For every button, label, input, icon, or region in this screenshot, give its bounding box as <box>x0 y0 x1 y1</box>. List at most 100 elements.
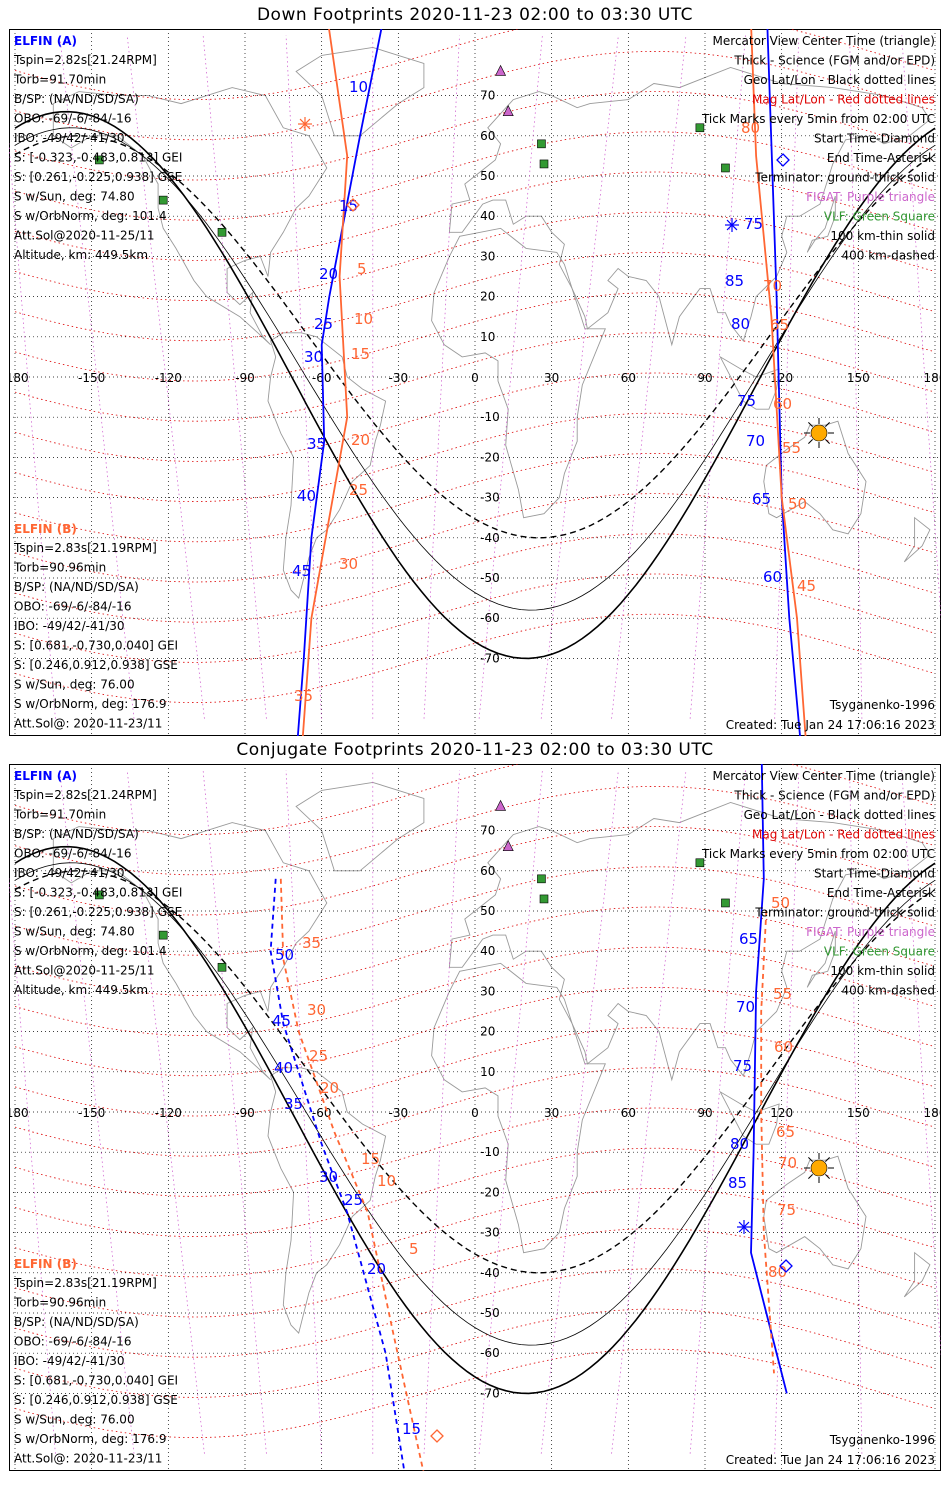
elfin-a-info-line: Torb=91.70min <box>13 808 106 822</box>
track-tick-label: 50 <box>275 946 294 964</box>
track-tick-label: 75 <box>744 215 763 233</box>
end-time-asterisk <box>726 219 738 231</box>
mag-meridian-line <box>202 35 267 719</box>
lat-tick-label: -50 <box>480 1306 500 1320</box>
mag-meridian-line <box>9 140 56 719</box>
vlf-station-icon <box>537 139 546 149</box>
orbit-track-b <box>279 878 425 1471</box>
elfin-a-info-line: S: [0.261,-0.225,0.938] GSE <box>14 905 182 919</box>
legend-line: 100 km-thin solid <box>830 964 935 978</box>
start-time-diamond <box>430 1429 444 1443</box>
lon-tick-label: 0 <box>471 1106 479 1120</box>
legend-line: Start Time-Diamond <box>814 867 935 881</box>
lat-tick-label: -40 <box>480 531 500 545</box>
vlf-station-icon <box>695 123 705 133</box>
lon-tick-label: 60 <box>621 371 636 385</box>
mag-meridian-line <box>849 770 863 1454</box>
track-tick-label: 75 <box>737 392 756 410</box>
track-tick-label: 80 <box>768 1263 787 1281</box>
elfin-a-info-line: S: [-0.323,-0.483,0.813] GEI <box>14 886 182 900</box>
elfin-b-info-line: S w/Sun, deg: 76.00 <box>14 1413 135 1427</box>
track-tick-label: 30 <box>319 1168 338 1186</box>
mag-meridian-line <box>9 875 56 1454</box>
lon-tick-label: 150 <box>847 371 870 385</box>
legend-line: End Time-Asterisk <box>827 886 935 900</box>
lat-tick-label: -30 <box>480 1226 500 1240</box>
mag-meridian-line <box>478 770 543 1454</box>
legend-line: Geo Lat/Lon - Black dotted lines <box>744 73 935 87</box>
track-tick-label: 75 <box>777 1201 796 1219</box>
track-tick-label: 25 <box>309 1047 328 1065</box>
lon-tick-label: 120 <box>770 371 793 385</box>
map-panel-down: -180 -150 -120 -90 -60 -30 0 30 60 90 120 150 180 70 6… <box>9 29 941 736</box>
vlf-station-icon <box>695 858 705 868</box>
lon-tick-label: -30 <box>389 1106 409 1120</box>
vlf-station-icon <box>158 195 168 205</box>
lat-tick-label: -40 <box>480 1266 500 1280</box>
orbit-track-b <box>760 910 775 1374</box>
elfin-b-info-line: B/SP: (NA/ND/SD/SA) <box>14 580 139 594</box>
elfin-a-label: ELFIN (A) <box>14 34 77 48</box>
figat-station-icon <box>495 64 507 76</box>
track-tick-label: 70 <box>778 1154 797 1172</box>
lat-tick-label: -30 <box>480 491 500 505</box>
sun-ray <box>825 439 830 444</box>
sun-ray <box>808 439 813 444</box>
elfin-a-info-line: S w/Sun, deg: 74.80 <box>14 925 135 939</box>
lat-tick-label: -60 <box>480 1346 500 1360</box>
track-tick-label: 40 <box>297 487 316 505</box>
mag-meridian-line <box>689 35 746 719</box>
vlf-station-icon <box>217 962 227 972</box>
lat-tick-label: -60 <box>480 611 500 625</box>
map-panel-conjugate: -180 -150 -120 -90 -60 -30 0 30 60 90 120 150 180 70 6… <box>9 764 941 1471</box>
orbit-track-b <box>750 29 807 736</box>
track-tick-label: 85 <box>728 1174 747 1192</box>
mag-meridian-line <box>901 35 941 624</box>
track-tick-label: 20 <box>367 1260 386 1278</box>
track-tick-label: 15 <box>402 1420 421 1438</box>
track-tick-label: 30 <box>339 555 358 573</box>
track-tick-label: 35 <box>307 435 326 453</box>
track-tick-label: 10 <box>349 78 368 96</box>
terminator-100km <box>14 862 936 1346</box>
track-tick-label: 30 <box>304 348 323 366</box>
lat-tick-label: -70 <box>480 651 500 665</box>
start-time-diamond <box>346 198 360 212</box>
elfin-b-label: ELFIN (B) <box>14 522 77 536</box>
figat-station-icon <box>495 799 507 811</box>
lat-tick-label: 20 <box>480 290 495 304</box>
legend-line: 400 km-dashed <box>841 984 935 998</box>
elfin-b-info-line: Att.Sol@: 2020-11-23/11 <box>14 1452 162 1466</box>
legend-line: Terminator: ground-thick solid <box>754 906 935 920</box>
elfin-b-label: ELFIN (B) <box>14 1257 77 1271</box>
lon-tick-label: 150 <box>847 1106 870 1120</box>
sun-icon <box>810 1159 828 1177</box>
elfin-a-info-line: IBO: -49/42/-41/30 <box>14 131 125 145</box>
elfin-a-info-line: B/SP: (NA/ND/SD/SA) <box>14 827 139 841</box>
mag-meridian-line <box>611 35 687 719</box>
mag-meridian-line <box>59 770 135 1454</box>
track-tick-label: 25 <box>344 1191 363 1209</box>
legend-line: 100 km-thin solid <box>830 229 935 243</box>
elfin-a-info-line: OBO: -69/-6/-84/-16 <box>14 847 131 861</box>
coastline <box>295 46 425 137</box>
lon-tick-label: -120 <box>155 1106 182 1120</box>
vlf-station-icon <box>95 890 104 900</box>
legend-line: Mag Lat/Lon - Red dotted lines <box>752 93 935 107</box>
track-tick-label: 75 <box>733 1057 752 1075</box>
mag-meridian-line <box>689 770 746 1454</box>
lat-tick-label: 70 <box>480 824 495 838</box>
end-time-asterisk <box>738 1221 750 1233</box>
vlf-station-icon <box>721 163 730 173</box>
elfin-b-info-line: B/SP: (NA/ND/SD/SA) <box>14 1315 139 1329</box>
lat-tick-label: -20 <box>480 450 500 464</box>
lat-tick-label: 70 <box>480 89 495 103</box>
lat-tick-label: 10 <box>480 1065 495 1079</box>
track-tick-label: 20 <box>351 431 370 449</box>
start-time-diamond <box>779 1259 793 1273</box>
legend-line: Mercator View Center Time (triangle) <box>713 34 935 48</box>
track-tick-label: 70 <box>746 432 765 450</box>
vlf-station-icon <box>95 155 104 165</box>
lat-tick-label: 50 <box>480 169 495 183</box>
track-tick-label: 45 <box>272 1012 291 1030</box>
